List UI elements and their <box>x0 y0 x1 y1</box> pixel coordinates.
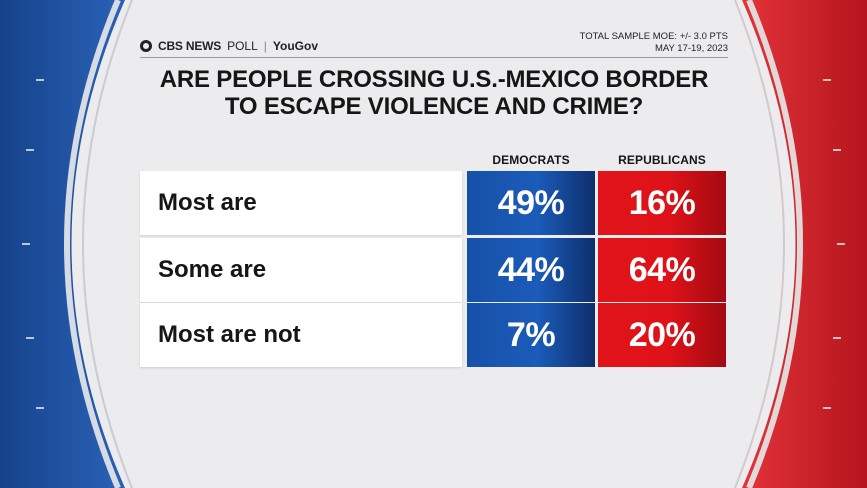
row-label: Most are <box>140 171 462 235</box>
frame-blue-band <box>0 0 125 488</box>
republicans-value-cell: 20% <box>598 303 726 367</box>
democrats-value-cell: 49% <box>467 171 595 235</box>
table-row-some-are: Some are 44% 64% <box>140 238 726 302</box>
table-row-most-are: Most are 49% 16% <box>140 171 726 235</box>
republicans-value-cell: 16% <box>598 171 726 235</box>
poll-dates: MAY 17-19, 2023 <box>654 43 728 54</box>
poll-meta: TOTAL SAMPLE MOE: +/- 3.0 PTS MAY 17-19,… <box>468 31 728 55</box>
brand-separator: | <box>263 39 267 53</box>
header-divider <box>140 57 728 58</box>
brand-partner: YouGov <box>272 39 319 53</box>
brand-name: CBS NEWS <box>158 39 222 53</box>
chart-title-line-2: TO ESCAPE VIOLENCE AND CRIME? <box>224 93 644 120</box>
table-row-most-are-not: Most are not 7% 20% <box>140 303 726 367</box>
brand-logo: CBS NEWS POLL | YouGov <box>140 38 318 54</box>
margin-of-error: TOTAL SAMPLE MOE: +/- 3.0 PTS <box>579 31 728 42</box>
frame-blue-ticks <box>22 79 44 409</box>
column-header-republicans: REPUBLICANS <box>618 153 706 167</box>
brand-poll-label: POLL <box>227 39 258 53</box>
cbs-eye-icon <box>140 40 152 52</box>
frame-red-band <box>742 0 867 488</box>
republicans-value-cell: 64% <box>598 238 726 302</box>
democrats-value-cell: 44% <box>467 238 595 302</box>
chart-title: ARE PEOPLE CROSSING U.S.-MEXICO BORDER T… <box>120 66 748 120</box>
row-label: Most are not <box>140 303 462 367</box>
frame-blue-inner-line <box>82 0 133 488</box>
row-label: Some are <box>140 238 462 302</box>
frame-red-inner-arc <box>746 0 803 488</box>
frame-red-ticks <box>823 79 845 409</box>
democrats-value-cell: 7% <box>467 303 595 367</box>
frame-red-inner-line <box>734 0 785 488</box>
frame-blue-inner-arc <box>64 0 121 488</box>
column-header-democrats: DEMOCRATS <box>492 153 570 167</box>
chart-title-line-1: ARE PEOPLE CROSSING U.S.-MEXICO BORDER <box>159 66 709 93</box>
